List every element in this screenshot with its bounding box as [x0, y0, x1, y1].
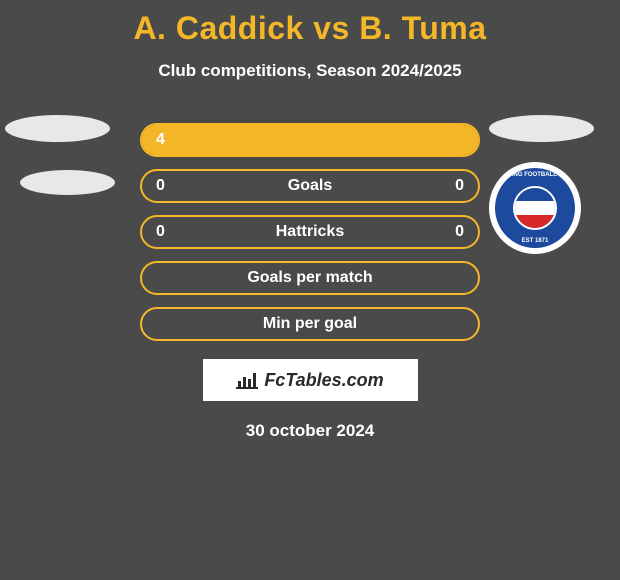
stripe — [515, 188, 555, 201]
stat-right-value: 0 — [455, 177, 464, 195]
stat-label: Goals per match — [142, 269, 478, 287]
stripe — [515, 201, 555, 214]
right-player-placeholder: READING FOOTBALL CLUB EST 1871 — [489, 115, 594, 254]
stat-left-value: 4 — [156, 131, 165, 149]
page-title: A. Caddick vs B. Tuma — [0, 0, 620, 47]
watermark: FcTables.com — [203, 359, 418, 401]
stat-row-matches: 4 Matches — [140, 123, 480, 157]
chart-icon — [236, 371, 258, 389]
stat-fill — [142, 125, 478, 155]
stat-row-min-per-goal: Min per goal — [140, 307, 480, 341]
badge-text-bottom: EST 1871 — [522, 238, 549, 244]
badge-center-icon — [513, 186, 557, 230]
stripe — [515, 215, 555, 228]
stat-row-goals-per-match: Goals per match — [140, 261, 480, 295]
club-badge-inner: READING FOOTBALL CLUB EST 1871 — [495, 168, 575, 248]
stat-left-value: 0 — [156, 223, 165, 241]
stat-right-value: 0 — [455, 223, 464, 241]
stat-rows-container: 4 Matches 0 Goals 0 0 Hattricks 0 Goals … — [140, 123, 480, 341]
club-badge: READING FOOTBALL CLUB EST 1871 — [489, 162, 581, 254]
stats-area: READING FOOTBALL CLUB EST 1871 4 Matches… — [0, 123, 620, 441]
date-text: 30 october 2024 — [0, 421, 620, 441]
badge-text-top: READING FOOTBALL CLUB — [495, 172, 575, 178]
watermark-text: FcTables.com — [264, 370, 383, 391]
ellipse-shape — [489, 115, 594, 142]
stat-label: Min per goal — [142, 315, 478, 333]
stat-label: Goals — [142, 177, 478, 195]
ellipse-shape — [20, 170, 115, 195]
left-player-placeholder — [5, 115, 115, 195]
ellipse-shape — [5, 115, 110, 142]
stat-row-hattricks: 0 Hattricks 0 — [140, 215, 480, 249]
stat-left-value: 0 — [156, 177, 165, 195]
stat-label: Hattricks — [142, 223, 478, 241]
subtitle: Club competitions, Season 2024/2025 — [0, 61, 620, 81]
stat-row-goals: 0 Goals 0 — [140, 169, 480, 203]
